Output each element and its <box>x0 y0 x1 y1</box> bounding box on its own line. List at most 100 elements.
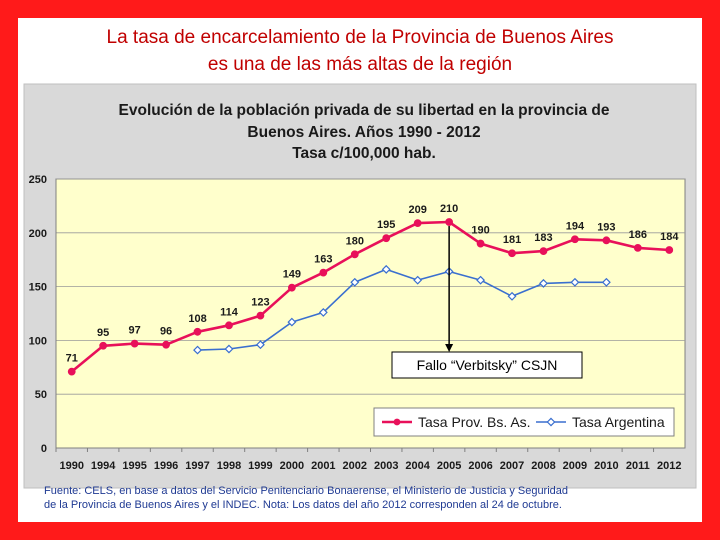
legend-marker-arg <box>546 417 556 427</box>
point-tasa-argentina <box>350 277 360 287</box>
legend-label-prov: Tasa Prov. Bs. As. <box>418 414 531 430</box>
point-tasa-prov-bs-as- <box>130 339 139 348</box>
source-line-1: Fuente: CELS, en base a datos del Servic… <box>44 485 569 497</box>
point-tasa-argentina <box>507 291 517 301</box>
x-tick-label: 2002 <box>343 460 367 472</box>
point-tasa-argentina <box>476 275 486 285</box>
point-tasa-argentina <box>287 317 297 327</box>
x-tick-label: 2011 <box>626 460 650 472</box>
point-tasa-argentina <box>193 345 202 355</box>
point-tasa-prov-bs-as- <box>539 247 548 255</box>
data-label: 190 <box>471 225 489 237</box>
data-label: 163 <box>314 254 332 266</box>
x-tick-label: 2012 <box>657 460 681 472</box>
plot-area <box>55 178 686 449</box>
x-tick-label: 2006 <box>468 460 492 472</box>
y-tick-label: 100 <box>29 335 47 347</box>
point-tasa-argentina <box>539 278 548 288</box>
data-label: 149 <box>283 269 301 281</box>
x-tick-label: 2007 <box>500 460 524 472</box>
data-label: 108 <box>188 313 206 325</box>
x-tick-label: 2003 <box>374 460 398 472</box>
point-tasa-prov-bs-as- <box>602 236 611 245</box>
data-label: 96 <box>160 326 172 338</box>
x-tick-label: 2008 <box>531 460 555 472</box>
data-label: 114 <box>220 306 239 318</box>
chart-title-line-2: Buenos Aires. Años 1990 - 2012 <box>247 124 480 141</box>
series-line-tasa-prov-bs-as- <box>70 220 670 373</box>
data-label: 186 <box>629 229 647 241</box>
point-tasa-prov-bs-as- <box>665 246 674 254</box>
point-tasa-prov-bs-as- <box>193 327 202 336</box>
x-tick-label: 2005 <box>437 460 461 472</box>
point-tasa-argentina <box>224 344 234 354</box>
source-note: Fuente: CELS, en base a datos del Servic… <box>44 484 694 512</box>
annotation-text: Fallo “Verbitsky” CSJN <box>417 357 558 373</box>
data-label: 210 <box>440 203 458 215</box>
x-tick-label: 2010 <box>594 460 618 472</box>
annotation-box <box>391 351 583 379</box>
series-line-tasa-argentina <box>197 268 607 351</box>
y-tick-label: 200 <box>29 228 47 240</box>
data-label: 95 <box>97 327 109 339</box>
y-tick-label: 0 <box>41 443 47 455</box>
heading-line-1: La tasa de encarcelamiento de la Provinc… <box>106 27 614 48</box>
point-tasa-argentina <box>413 275 423 285</box>
y-tick-label: 150 <box>29 282 47 294</box>
x-tick-label: 2004 <box>405 460 430 472</box>
heading-line-2: es una de las más altas de la región <box>207 54 513 75</box>
point-tasa-prov-bs-as- <box>256 311 265 320</box>
point-tasa-prov-bs-as- <box>445 218 454 226</box>
point-tasa-prov-bs-as- <box>225 321 233 330</box>
point-tasa-prov-bs-as- <box>99 341 108 350</box>
legend-box <box>373 407 675 437</box>
x-tick-label: 1996 <box>154 460 178 472</box>
legend-label-arg: Tasa Argentina <box>572 414 665 430</box>
x-tick-label: 2000 <box>280 460 304 472</box>
slide: La tasa de encarcelamiento de la Provinc… <box>18 18 702 522</box>
data-label: 180 <box>346 235 364 247</box>
point-tasa-prov-bs-as- <box>162 340 170 349</box>
point-tasa-prov-bs-as- <box>413 219 422 228</box>
y-tick-label: 250 <box>29 174 47 186</box>
source-line-2: de la Provincia de Buenos Aires y el IND… <box>44 499 562 511</box>
data-label: 183 <box>534 232 552 244</box>
chart-title-line-1: Evolución de la población privada de su … <box>119 102 610 119</box>
point-tasa-prov-bs-as- <box>633 243 642 252</box>
x-tick-label: 2009 <box>563 460 587 472</box>
x-tick-label: 1990 <box>59 460 83 472</box>
data-label: 181 <box>503 234 521 246</box>
point-tasa-argentina <box>318 307 328 317</box>
point-tasa-prov-bs-as- <box>319 268 328 277</box>
y-tick-label: 50 <box>35 389 47 401</box>
point-tasa-prov-bs-as- <box>571 235 579 244</box>
x-tick-label: 1997 <box>185 460 209 472</box>
x-tick-label: 1994 <box>91 460 116 472</box>
x-tick-label: 1999 <box>248 460 272 472</box>
data-label: 193 <box>597 221 615 233</box>
legend-marker-prov <box>393 418 401 426</box>
data-label: 123 <box>251 297 269 309</box>
slide-heading: La tasa de encarcelamiento de la Provinc… <box>18 24 702 78</box>
x-tick-label: 1998 <box>217 460 241 472</box>
point-tasa-prov-bs-as- <box>382 234 391 243</box>
point-tasa-prov-bs-as- <box>67 367 76 376</box>
data-label: 71 <box>66 353 78 365</box>
data-label: 194 <box>566 220 585 232</box>
data-label: 195 <box>377 219 395 231</box>
point-tasa-argentina <box>255 340 265 350</box>
point-tasa-prov-bs-as- <box>350 250 359 259</box>
point-tasa-argentina <box>570 277 580 287</box>
point-tasa-prov-bs-as- <box>287 283 296 292</box>
point-tasa-argentina <box>601 277 611 287</box>
point-tasa-prov-bs-as- <box>476 239 485 248</box>
data-label: 184 <box>660 231 679 243</box>
data-label: 209 <box>408 204 426 216</box>
chart-title-line-3: Tasa c/100,000 hab. <box>292 145 436 162</box>
annotation-arrowhead <box>445 344 454 352</box>
x-tick-label: 2001 <box>311 460 335 472</box>
data-label: 97 <box>129 325 141 337</box>
x-tick-label: 1995 <box>122 460 146 472</box>
chart: Evolución de la población privada de su … <box>23 83 697 489</box>
point-tasa-prov-bs-as- <box>508 249 516 258</box>
